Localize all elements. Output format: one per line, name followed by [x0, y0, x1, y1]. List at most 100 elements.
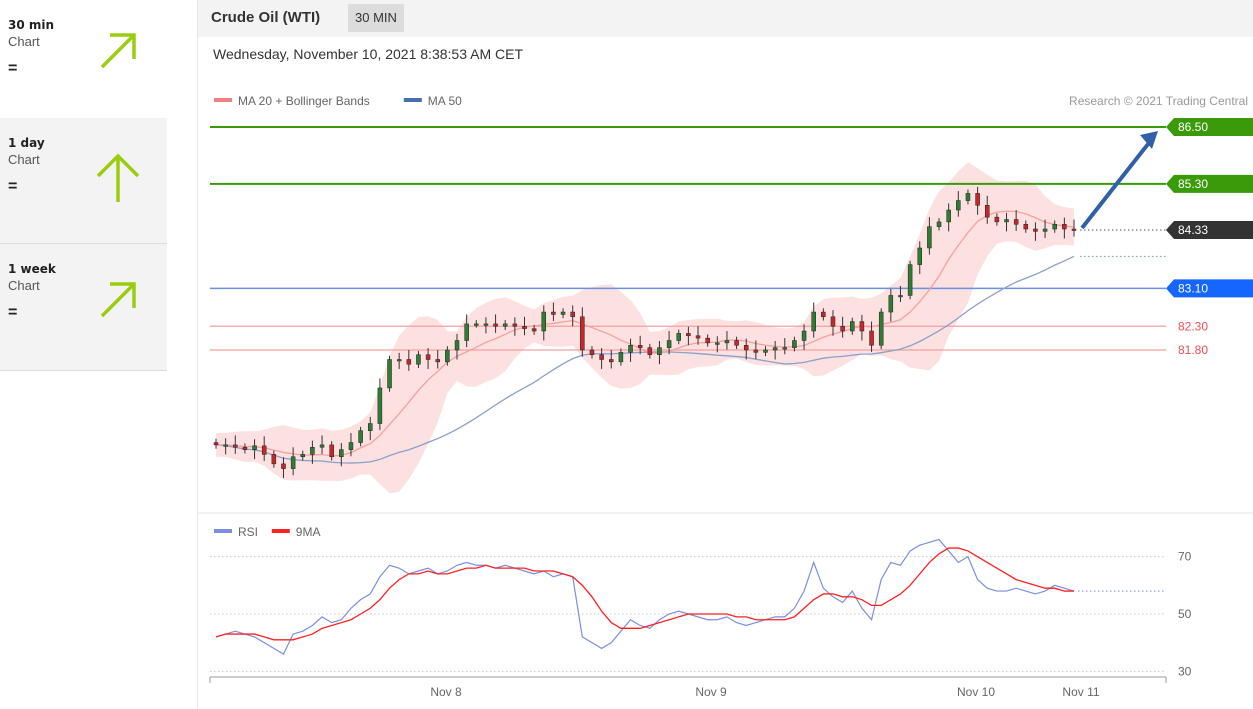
candlestick [695, 326, 701, 345]
x-axis: Nov 8 Nov 9 Nov 10 Nov 11 [209, 676, 1167, 699]
candle-body [686, 333, 691, 337]
candlestick [724, 331, 730, 350]
candlestick [705, 334, 710, 347]
timeframe-1day[interactable]: 1 day Chart = [0, 118, 167, 244]
candlestick [396, 352, 402, 369]
candlestick [233, 435, 238, 454]
candlestick [946, 203, 951, 232]
candle-body [657, 347, 662, 355]
candle-body [609, 359, 614, 363]
timeframe-30min[interactable]: 30 min Chart = [0, 0, 167, 126]
candlestick [743, 338, 749, 360]
candlestick [878, 308, 884, 350]
level-tag-label: 85.30 [1178, 177, 1208, 191]
candlestick [464, 314, 469, 348]
candlestick [454, 333, 460, 360]
timeframe-status: = [8, 178, 18, 195]
candle-body [233, 444, 238, 448]
candle-body [743, 345, 749, 351]
candlestick [300, 450, 306, 461]
support-level-label: 81.80 [1178, 343, 1208, 357]
legend-swatch [214, 529, 232, 533]
candle-body [435, 359, 440, 363]
candle-body [821, 311, 826, 318]
level-tag-label: 83.10 [1178, 281, 1208, 295]
legend-label: RSI [238, 525, 258, 539]
candlestick [281, 457, 286, 479]
candlestick [830, 310, 836, 336]
rsi-line [215, 538, 1075, 655]
bollinger-band-area [216, 162, 1074, 494]
candle-body [396, 359, 402, 362]
candle-body [445, 349, 450, 363]
candle-body [387, 359, 392, 389]
chart-datetime: Wednesday, November 10, 2021 8:38:53 AM … [213, 46, 523, 62]
candle-body [927, 226, 932, 249]
candle-body [907, 264, 913, 296]
ma20-line [216, 210, 1075, 457]
candlestick [445, 346, 450, 366]
candle-body [946, 209, 951, 223]
projection-arrow [1080, 131, 1158, 230]
level-labels: 86.50 85.30 84.33 83.10 82.30 81.80 [1166, 118, 1253, 357]
candlestick [1071, 219, 1077, 237]
candlestick [994, 213, 1000, 226]
price-chart[interactable]: MA 20 + Bollinger Bands MA 50 Research © … [198, 80, 1253, 709]
candlestick [560, 308, 566, 319]
candle-body [1023, 224, 1029, 230]
candlestick [387, 355, 392, 392]
candlestick [242, 443, 248, 454]
candle-body [782, 347, 788, 350]
rsi-legend: RSI 9MA [214, 525, 320, 539]
candle-body [531, 328, 537, 332]
candle-body [589, 349, 595, 355]
candle-body [888, 295, 894, 313]
chart-header: Crude Oil (WTI) 30 MIN [198, 0, 1253, 37]
timeframe-1week[interactable]: 1 week Chart = [0, 244, 167, 371]
candlestick [686, 326, 691, 346]
panel-divider [197, 0, 198, 709]
candle-body [898, 295, 903, 298]
candle-body [599, 354, 604, 360]
candle-body [464, 323, 469, 341]
candlestick [782, 338, 788, 355]
candlestick [406, 350, 412, 371]
candlestick [531, 324, 537, 335]
candlestick [493, 314, 498, 333]
candlestick [522, 316, 527, 336]
arrow-up-right-icon [100, 33, 136, 69]
candlesticks [213, 186, 1077, 479]
candlestick [261, 436, 267, 462]
candle-body [830, 316, 836, 327]
candle-body [560, 311, 566, 315]
legend-label: MA 50 [428, 94, 462, 108]
candlestick [213, 438, 219, 449]
rsi-grid: 70 50 30 [210, 550, 1192, 678]
level-tag [1166, 279, 1253, 298]
candle-body [512, 323, 518, 327]
candlestick [628, 338, 633, 362]
rsi-ma-line [215, 547, 1074, 641]
candlestick [975, 186, 980, 215]
candle-body [319, 444, 325, 448]
candle-body [666, 340, 672, 348]
candlestick [984, 195, 990, 224]
candle-body [724, 340, 730, 344]
timeframe-sub: Chart [8, 278, 40, 293]
candle-body [705, 337, 710, 344]
candle-body [984, 205, 990, 218]
arrow-up-icon [96, 153, 140, 202]
timeframe-badge[interactable]: 30 MIN [348, 4, 404, 32]
candle-body [367, 423, 373, 431]
candle-body [551, 311, 556, 315]
candlestick [821, 308, 826, 321]
candle-body [917, 247, 923, 265]
candlestick [290, 447, 296, 476]
candlestick [551, 302, 556, 322]
candlestick [801, 324, 807, 350]
price-legend: MA 20 + Bollinger Bands MA 50 [214, 94, 462, 108]
candle-body [763, 349, 768, 353]
candle-body [975, 193, 980, 206]
candle-body [695, 335, 701, 339]
level-tag-label: 86.50 [1178, 120, 1208, 134]
